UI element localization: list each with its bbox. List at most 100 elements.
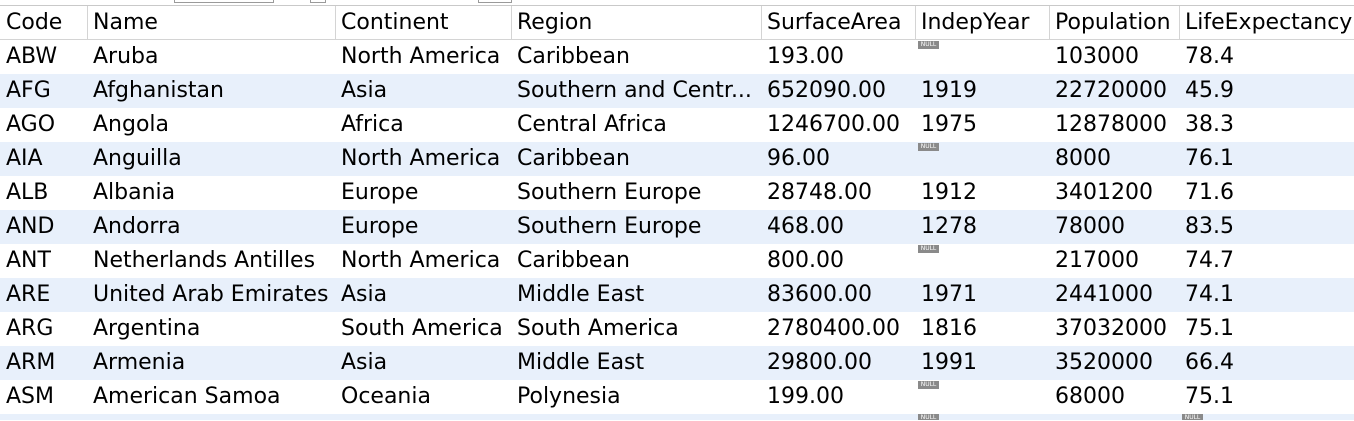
- cell-code[interactable]: ALB: [6, 180, 49, 205]
- cell-indepyear[interactable]: NULL: [916, 380, 1050, 414]
- cell-surfacearea[interactable]: 96.00: [767, 146, 830, 171]
- table-row[interactable]: ARG Argentina South America South America 27…: [0, 312, 1354, 346]
- cell-code[interactable]: ARE: [6, 282, 51, 307]
- cell-lifeexpectancy[interactable]: 83.5: [1185, 214, 1234, 239]
- column-header-code[interactable]: Code: [0, 6, 88, 39]
- cell-surfacearea[interactable]: 800.00: [767, 248, 844, 273]
- cell-code[interactable]: ARM: [6, 350, 56, 375]
- cell-indepyear[interactable]: 1975: [921, 112, 977, 137]
- cell-code[interactable]: ASM: [6, 384, 54, 409]
- cell-surfacearea[interactable]: 1246700.00: [767, 112, 900, 137]
- cell-lifeexpectancy[interactable]: 78.4: [1185, 44, 1234, 69]
- cell-code[interactable]: AFG: [6, 78, 51, 103]
- cell-indepyear[interactable]: 1816: [921, 316, 977, 341]
- table-row[interactable]: ALB Albania Europe Southern Europe 28748.00 1…: [0, 176, 1354, 210]
- cell-population[interactable]: 3401200: [1055, 180, 1153, 205]
- cell-code[interactable]: ARG: [6, 316, 54, 341]
- table-row[interactable]: AGO Angola Africa Central Africa 1246700.00 1…: [0, 108, 1354, 142]
- cell-surfacearea[interactable]: 83600.00: [767, 282, 872, 307]
- cell-code[interactable]: AND: [6, 214, 55, 239]
- cell-indepyear[interactable]: 1971: [921, 282, 977, 307]
- cell-continent[interactable]: Asia: [341, 350, 388, 375]
- cell-indepyear[interactable]: NULL: [916, 244, 1050, 278]
- table-row[interactable]: ANT Netherlands Antilles North America Cari…: [0, 244, 1354, 278]
- cell-indepyear[interactable]: NULL: [916, 40, 1050, 74]
- cell-region[interactable]: Middle East: [517, 282, 645, 307]
- cell-continent[interactable]: Oceania: [341, 384, 431, 409]
- cell-lifeexpectancy[interactable]: 71.6: [1185, 180, 1234, 205]
- cell-name[interactable]: Netherlands Antilles: [93, 248, 316, 273]
- cell-region[interactable]: Caribbean: [517, 248, 630, 273]
- cell-population[interactable]: 37032000: [1055, 316, 1167, 341]
- cell-name[interactable]: Aruba: [93, 44, 159, 69]
- cell-surfacearea[interactable]: 28748.00: [767, 180, 872, 205]
- cell-population[interactable]: 12878000: [1055, 112, 1167, 137]
- cell-lifeexpectancy[interactable]: 74.1: [1185, 282, 1234, 307]
- column-header-name[interactable]: Name: [88, 6, 336, 39]
- cell-code[interactable]: ABW: [6, 44, 58, 69]
- cell-indepyear[interactable]: 1919: [921, 78, 977, 103]
- table-row[interactable]: AND Andorra Europe Southern Europe 468.00 127…: [0, 210, 1354, 244]
- cell-indepyear[interactable]: 1278: [921, 214, 977, 239]
- cell-continent[interactable]: Asia: [341, 282, 388, 307]
- cell-name[interactable]: Albania: [93, 180, 176, 205]
- column-header-continent[interactable]: Continent: [336, 6, 512, 39]
- cell-indepyear[interactable]: 1991: [921, 350, 977, 375]
- cell-continent[interactable]: Europe: [341, 180, 419, 205]
- cell-population[interactable]: 8000: [1055, 146, 1111, 171]
- cell-continent[interactable]: Asia: [341, 78, 388, 103]
- cell-population[interactable]: 3520000: [1055, 350, 1153, 375]
- cell-region[interactable]: Caribbean: [517, 44, 630, 69]
- cell-continent[interactable]: South America: [341, 316, 503, 341]
- table-row[interactable]: ARE United Arab Emirates Asia Middle East 83…: [0, 278, 1354, 312]
- cell-surfacearea[interactable]: 652090.00: [767, 78, 886, 103]
- cell-region[interactable]: Central Africa: [517, 112, 667, 137]
- cell-continent[interactable]: Europe: [341, 214, 419, 239]
- table-row[interactable]: AIA Anguilla North America Caribbean 96.00 NU…: [0, 142, 1354, 176]
- cell-name[interactable]: American Samoa: [93, 384, 281, 409]
- cell-lifeexpectancy[interactable]: 38.3: [1185, 112, 1234, 137]
- column-header-surfacearea[interactable]: SurfaceArea: [762, 6, 916, 39]
- cell-lifeexpectancy[interactable]: 75.1: [1185, 384, 1234, 409]
- cell-continent[interactable]: North America: [341, 248, 501, 273]
- cell-surfacearea[interactable]: 199.00: [767, 384, 844, 409]
- cell-name[interactable]: Armenia: [93, 350, 186, 375]
- table-row[interactable]: ASM American Samoa Oceania Polynesia 199.00 N…: [0, 380, 1354, 414]
- table-row[interactable]: ARM Armenia Asia Middle East 29800.00 1991 352…: [0, 346, 1354, 380]
- column-header-population[interactable]: Population: [1050, 6, 1180, 39]
- cell-region[interactable]: Middle East: [517, 350, 645, 375]
- cell-population[interactable]: 68000: [1055, 384, 1125, 409]
- cell-region[interactable]: Southern and Centr...: [517, 78, 752, 103]
- cell-region[interactable]: Caribbean: [517, 146, 630, 171]
- cell-continent[interactable]: North America: [341, 146, 501, 171]
- column-header-lifeexpectancy[interactable]: LifeExpectancy: [1185, 10, 1353, 35]
- cell-name[interactable]: Andorra: [93, 214, 181, 239]
- cell-continent[interactable]: Africa: [341, 112, 404, 137]
- column-header-indepyear[interactable]: IndepYear: [916, 6, 1050, 39]
- cell-code[interactable]: AIA: [6, 146, 43, 171]
- cell-code[interactable]: ANT: [6, 248, 51, 273]
- cell-code[interactable]: AGO: [6, 112, 56, 137]
- cell-lifeexpectancy[interactable]: 66.4: [1185, 350, 1234, 375]
- cell-surfacearea[interactable]: 2780400.00: [767, 316, 900, 341]
- table-row[interactable]: AFG Afghanistan Asia Southern and Centr... 6…: [0, 74, 1354, 108]
- cell-population[interactable]: 217000: [1055, 248, 1139, 273]
- cell-lifeexpectancy[interactable]: 45.9: [1185, 78, 1234, 103]
- cell-indepyear[interactable]: NULL: [916, 142, 1050, 176]
- cell-population[interactable]: 103000: [1055, 44, 1139, 69]
- cell-population[interactable]: 2441000: [1055, 282, 1153, 307]
- cell-surfacearea[interactable]: 29800.00: [767, 350, 872, 375]
- cell-name[interactable]: Afghanistan: [93, 78, 224, 103]
- column-header-region[interactable]: Region: [512, 6, 762, 39]
- cell-lifeexpectancy[interactable]: 74.7: [1185, 248, 1234, 273]
- cell-name[interactable]: Argentina: [93, 316, 201, 341]
- cell-population[interactable]: 78000: [1055, 214, 1125, 239]
- cell-region[interactable]: Polynesia: [517, 384, 621, 409]
- cell-region[interactable]: Southern Europe: [517, 180, 702, 205]
- cell-lifeexpectancy[interactable]: 76.1: [1185, 146, 1234, 171]
- cell-indepyear[interactable]: 1912: [921, 180, 977, 205]
- cell-continent[interactable]: North America: [341, 44, 501, 69]
- cell-lifeexpectancy[interactable]: 75.1: [1185, 316, 1234, 341]
- cell-surfacearea[interactable]: 193.00: [767, 44, 844, 69]
- cell-region[interactable]: Southern Europe: [517, 214, 702, 239]
